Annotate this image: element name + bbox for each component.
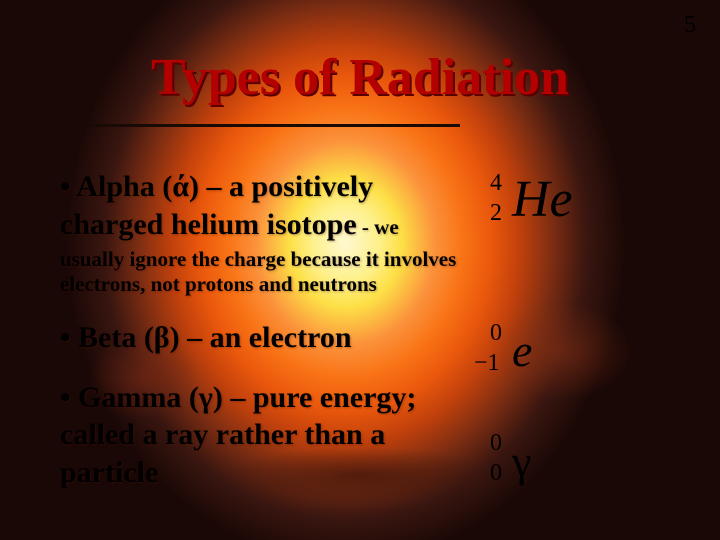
beta-atomic-number: −1 bbox=[474, 350, 500, 377]
beta-mass-number: 0 bbox=[490, 320, 502, 347]
alpha-mass-number: 4 bbox=[490, 170, 502, 197]
bullet-alpha-sub: usually ignore the charge because it inv… bbox=[60, 247, 460, 297]
page-number: 5 bbox=[684, 12, 696, 39]
gamma-mass-number: 0 bbox=[490, 430, 502, 457]
notation-beta: 0 −1 e bbox=[470, 320, 690, 430]
notation-alpha: 4 2 He bbox=[470, 170, 690, 290]
gamma-symbol: γ bbox=[512, 436, 531, 487]
gamma-atomic-number: 0 bbox=[490, 460, 502, 487]
content-area: • Alpha (ά) – a positively charged heliu… bbox=[60, 168, 460, 491]
bullet-alpha: • Alpha (ά) – a positively charged heliu… bbox=[60, 168, 460, 243]
bullet-alpha-sub-lead: - we bbox=[357, 215, 399, 239]
bullet-alpha-main: • Alpha (ά) – a positively charged heliu… bbox=[60, 170, 373, 241]
bullet-gamma: • Gamma (γ) – pure energy; called a ray … bbox=[60, 379, 460, 492]
slide: 5 Types of Radiation • Alpha (ά) – a pos… bbox=[0, 0, 720, 540]
beta-symbol: e bbox=[512, 324, 532, 377]
title-underline bbox=[76, 124, 460, 127]
alpha-symbol: He bbox=[512, 170, 573, 229]
notation-gamma: 0 0 γ bbox=[470, 430, 690, 540]
alpha-atomic-number: 2 bbox=[490, 200, 502, 227]
slide-title: Types of Radiation bbox=[0, 48, 720, 107]
nuclear-notations: 4 2 He 0 −1 e 0 0 γ bbox=[470, 170, 690, 540]
bullet-beta: • Beta (β) – an electron bbox=[60, 319, 460, 357]
